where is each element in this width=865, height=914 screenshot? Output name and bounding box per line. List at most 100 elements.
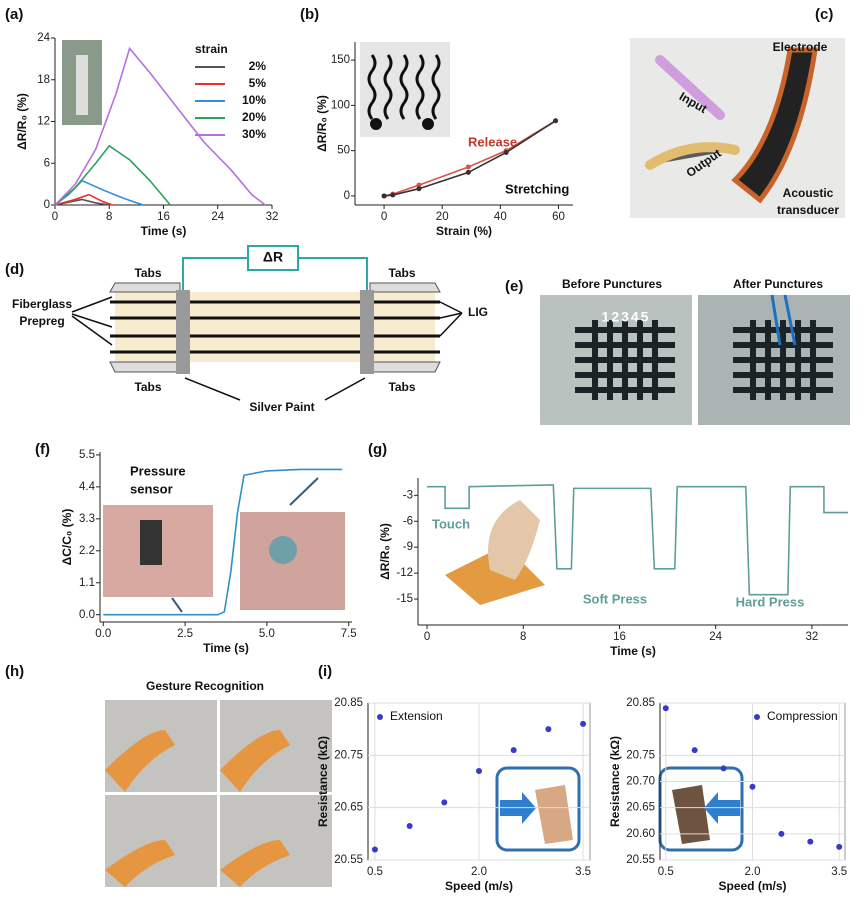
panel-label: (i) [318,663,332,680]
x-tick-label: 60 [552,211,565,223]
y-tick-label: 5.5 [79,449,95,461]
annotation: Touch [432,516,470,531]
x-tick-label: 7.5 [341,628,357,640]
y-tick-label: -15 [396,593,413,605]
flow-inset [672,785,710,844]
label: 12345 [602,309,651,325]
annotation: Soft Press [583,591,647,606]
y-axis-label: Resistance (kΩ) [316,736,330,827]
title: Gesture Recognition [146,679,264,693]
point [441,799,448,806]
label: ΔR [263,249,283,265]
x-axis-label: Speed (m/s) [718,879,786,893]
label: transducer [777,203,839,217]
legend-label: 20% [242,110,266,124]
y-tick-label: -12 [396,567,413,579]
y-tick-label: 20.85 [626,697,655,709]
x-tick-label: 3.5 [575,866,591,878]
arrow [439,301,463,337]
panel-label: (c) [815,6,833,23]
legend-label: Compression [767,709,838,723]
y-tick-label: 2.2 [79,545,95,557]
x-tick-label: 0.5 [367,866,383,878]
y-axis-label: ΔR/R₀ (%) [15,93,29,150]
x-tick-label: 0 [381,211,387,223]
x-axis-label: Time (s) [610,644,656,658]
y-tick-label: -3 [403,489,413,501]
point [749,783,756,790]
lig-grid [575,320,833,400]
line [54,46,266,206]
x-tick-label: 0 [424,631,430,643]
y-axis-label: Resistance (kΩ) [608,736,622,827]
point [416,182,422,188]
y-tick-label: 3.3 [79,513,95,525]
point [807,838,814,845]
panel-label: (a) [5,6,23,23]
x-tick-label: 5.0 [259,628,275,640]
legend-label: 2% [249,59,267,73]
label: Acoustic [783,186,834,200]
x-tick-label: 20 [436,211,449,223]
legend-label: 5% [249,76,267,90]
label: LIG [468,305,488,319]
x-tick-label: 8 [106,211,112,223]
x-tick-label: 8 [520,631,526,643]
y-tick-label: 20.65 [334,802,363,814]
inset-photo [76,55,88,115]
label: Silver Paint [249,400,314,414]
y-tick-label: 20.60 [626,828,655,840]
y-axis-label: ΔR/R₀ (%) [378,523,392,580]
output-waves [645,142,740,170]
x-tick-label: 2.0 [745,866,761,878]
y-axis-label: ΔC/C₀ (%) [60,509,74,566]
legend-label: 10% [242,93,266,107]
line [54,193,113,206]
y-tick-label: 1.1 [79,577,95,589]
resistance-box [247,245,299,271]
silver-paint [176,290,190,374]
point [371,846,378,853]
annotation: Hard Press [736,594,805,609]
x-axis-label: Time (s) [141,224,187,238]
arrow [171,477,319,613]
y-tick-label: 20.85 [334,697,363,709]
x-axis-label: Strain (%) [436,224,492,238]
x-tick-label: 16 [613,631,626,643]
label: Fiberglass [12,297,72,311]
arrow [71,296,113,346]
y-tick-label: 20.70 [626,776,655,788]
annotation: sensor [130,481,173,496]
inset-pad [370,118,382,130]
x-axis-label: Time (s) [203,641,249,655]
laminate [115,292,435,362]
inset-photo [140,520,162,565]
x-tick-label: 24 [211,211,224,223]
point [381,193,387,199]
point [720,765,727,772]
point [465,164,471,170]
hand [105,730,290,887]
arrow [770,294,797,346]
panel-label: (h) [5,663,24,680]
x-tick-label: 0 [52,211,58,223]
annotation: Release [468,134,517,149]
x-tick-label: 3.5 [831,866,847,878]
inset-pad [422,118,434,130]
x-tick-label: 24 [709,631,722,643]
legend-title: strain [195,42,228,56]
panel-label: (b) [300,6,319,23]
panel-label: (d) [5,261,24,278]
y-tick-label: 0 [344,190,350,202]
label: Tabs [388,266,415,280]
panel-label: (f) [35,441,50,458]
x-tick-label: 40 [494,211,507,223]
y-tick-label: 0 [44,199,50,211]
label: Electrode [773,40,828,54]
y-tick-label: 100 [331,99,350,111]
y-tick-label: 0.0 [79,609,95,621]
point [510,747,517,754]
legend-label: Extension [390,709,443,723]
annotation: Pressure [130,463,186,478]
